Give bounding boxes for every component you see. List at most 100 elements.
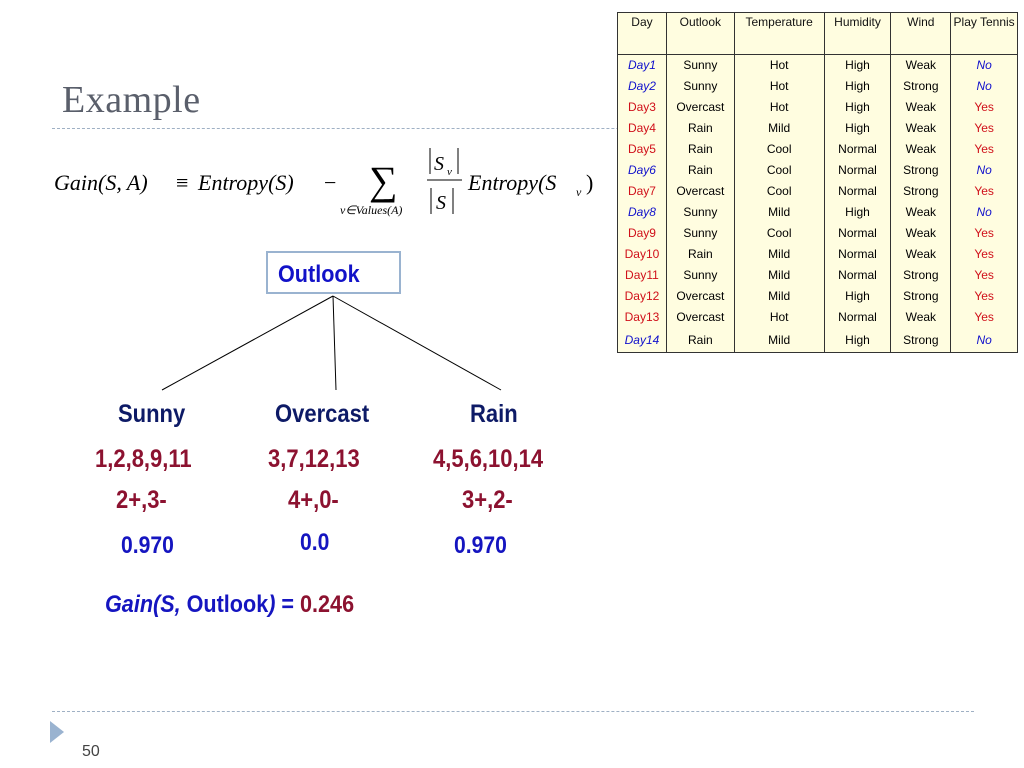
day-cell: Day7 [617,181,667,202]
day-cell: Day11 [617,265,667,286]
play-tennis-cell: No [950,328,1018,353]
table-header-row: Day Outlook Temperature Humidity Wind Play Te… [617,12,1018,55]
humidity-cell: Normal [823,139,892,160]
bottom-divider [52,711,974,712]
table-row: Day11 Sunny Mild Normal Strong Yes [617,265,1018,286]
table-row: Day13 Overcast Hot Normal Weak Yes [617,307,1018,328]
wind-cell: Weak [890,202,952,223]
humidity-cell: High [823,286,892,307]
humidity-cell: High [823,118,892,139]
outlook-cell: Overcast [665,307,735,328]
wind-cell: Strong [890,328,952,353]
humidity-cell: High [823,97,892,118]
gain-formula: Gain(S, A) ≡ Entropy(S) − ∑ v∈Values(A) … [54,148,593,217]
table-row: Day5 Rain Cool Normal Weak Yes [617,139,1018,160]
wind-cell: Strong [890,160,952,181]
wind-cell: Weak [890,54,952,76]
tree-root-node: Outlook [266,251,401,294]
play-tennis-cell: Yes [950,223,1018,244]
temp-cell: Mild [733,244,825,265]
column-header: Day [617,12,667,55]
day-cell: Day3 [617,97,667,118]
sunny-entropy: 0.970 [121,532,174,559]
edge-sunny [161,295,334,391]
temp-cell: Mild [733,118,825,139]
column-header: Play Tennis [950,12,1018,55]
temp-cell: Cool [733,223,825,244]
play-tennis-cell: Yes [950,118,1018,139]
day-cell: Day1 [617,54,667,76]
root-label: Outlook [278,261,360,288]
table-body: Day1 Sunny Hot High Weak No Day2 Sunny Hot High St… [617,54,1018,353]
temp-cell: Mild [733,202,825,223]
wind-cell: Strong [890,181,952,202]
table-row: Day14 Rain Mild High Strong No [617,328,1018,353]
play-tennis-cell: Yes [950,265,1018,286]
day-cell: Day5 [617,139,667,160]
edge-rain [332,295,502,391]
svg-text:Entropy(S): Entropy(S) [197,170,294,195]
column-header: Wind [890,12,952,55]
overcast-counts: 4+,0- [288,486,339,514]
play-tennis-cell: Yes [950,181,1018,202]
day-cell: Day8 [617,202,667,223]
outlook-cell: Overcast [665,97,735,118]
temp-cell: Mild [733,286,825,307]
wind-cell: Weak [890,118,952,139]
svg-text:Gain(S, A): Gain(S, A) [54,170,148,195]
svg-text:≡: ≡ [176,170,188,195]
humidity-cell: Normal [823,265,892,286]
humidity-cell: High [823,54,892,76]
svg-text:Entropy(S: Entropy(S [467,170,556,195]
table-row: Day12 Overcast Mild High Strong Yes [617,286,1018,307]
triangle-bullet-icon [50,721,64,743]
table-row: Day3 Overcast Hot High Weak Yes [617,97,1018,118]
outlook-cell: Rain [665,118,735,139]
play-tennis-cell: No [950,160,1018,181]
outlook-cell: Sunny [665,76,735,97]
sunny-days: 1,2,8,9,11 [95,445,192,473]
table-row: Day9 Sunny Cool Normal Weak Yes [617,223,1018,244]
sunny-counts: 2+,3- [116,486,167,514]
top-divider [52,128,974,129]
overcast-days: 3,7,12,13 [268,445,360,473]
wind-cell: Weak [890,139,952,160]
temp-cell: Cool [733,160,825,181]
page-number: 50 [82,743,100,760]
outlook-cell: Rain [665,328,735,353]
humidity-cell: Normal [823,244,892,265]
outlook-cell: Sunny [665,54,735,76]
outlook-cell: Rain [665,139,735,160]
outlook-cell: Rain [665,244,735,265]
svg-text:v: v [447,166,452,178]
temp-cell: Hot [733,76,825,97]
temp-cell: Cool [733,139,825,160]
column-header: Humidity [823,12,892,55]
play-tennis-cell: Yes [950,97,1018,118]
temp-cell: Mild [733,328,825,353]
rain-entropy: 0.970 [454,532,507,559]
wind-cell: Strong [890,76,952,97]
slide-title: Example [62,79,201,121]
table-row: Day2 Sunny Hot High Strong No [617,76,1018,97]
humidity-cell: High [823,76,892,97]
overcast-entropy: 0.0 [300,529,330,556]
gain-attribute: Outlook [180,591,269,618]
gain-result: Gain(S, Outlook) = 0.246 [105,591,354,619]
play-tennis-cell: No [950,54,1018,76]
day-cell: Day2 [617,76,667,97]
svg-text:v: v [576,185,582,199]
svg-text:∑: ∑ [369,158,398,203]
day-cell: Day14 [617,328,667,353]
gain-equals: = [275,591,301,618]
humidity-cell: Normal [823,181,892,202]
wind-cell: Strong [890,265,952,286]
table-row: Day1 Sunny Hot High Weak No [617,54,1018,76]
outlook-cell: Rain [665,160,735,181]
table-row: Day6 Rain Cool Normal Strong No [617,160,1018,181]
day-cell: Day10 [617,244,667,265]
play-tennis-cell: Yes [950,286,1018,307]
svg-text:−: − [324,170,336,195]
day-cell: Day12 [617,286,667,307]
temp-cell: Cool [733,181,825,202]
